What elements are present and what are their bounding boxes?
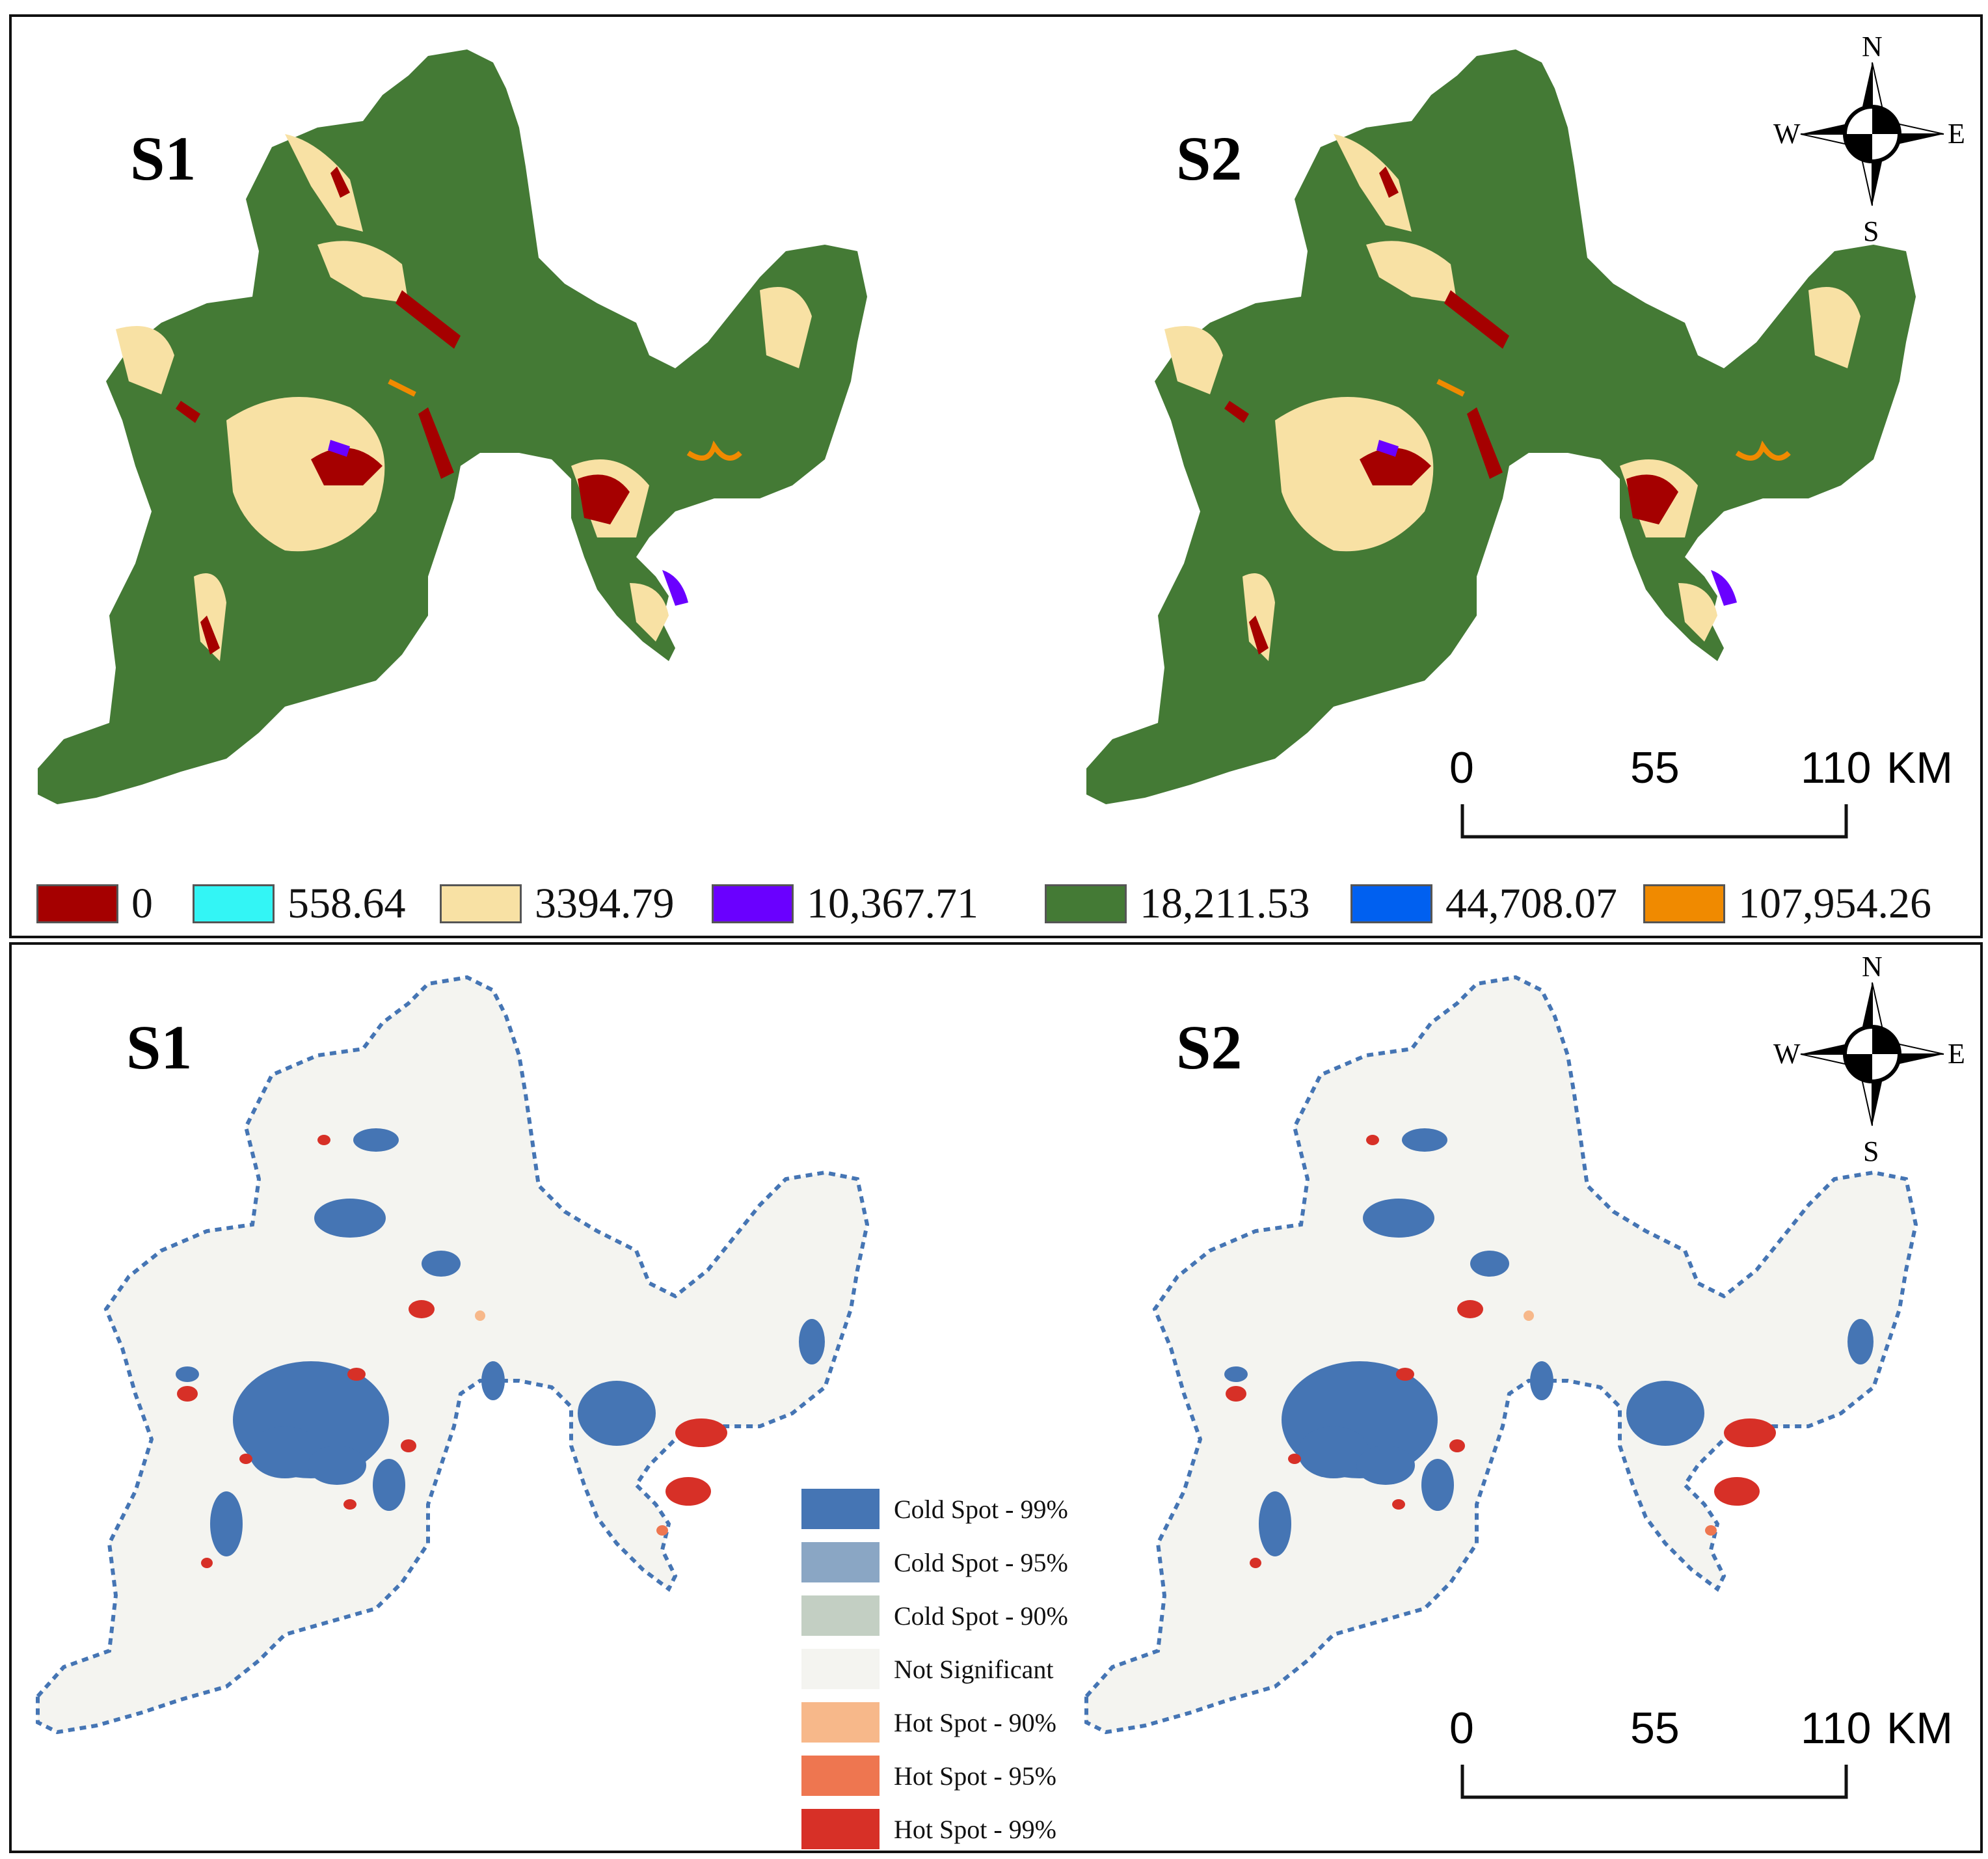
land-use-legend: 0 558.64 3394.79 10,367.71 18,211.53 44,… xyxy=(23,875,1975,933)
scale-bar: 0 55 110 KM xyxy=(1423,733,1957,863)
legend-swatch xyxy=(1045,884,1127,923)
legend-label: Not Significant xyxy=(894,1654,1054,1684)
map-label-s1: S1 xyxy=(126,1012,193,1082)
legend-swatch xyxy=(712,884,794,923)
legend-swatch xyxy=(193,884,275,923)
compass-east: E xyxy=(1948,118,1965,150)
legend-label: Cold Spot - 95% xyxy=(894,1547,1068,1577)
legend-swatch xyxy=(801,1809,880,1849)
legend-label: 558.64 xyxy=(288,880,406,927)
legend-item: Hot Spot - 90% xyxy=(801,1700,1056,1745)
legend-item: 558.64 xyxy=(193,875,406,933)
legend-swatch xyxy=(440,884,522,923)
scale-tick-55: 55 xyxy=(1630,743,1680,793)
scale-unit: KM xyxy=(1887,1703,1953,1753)
legend-label: 107,954.26 xyxy=(1738,880,1931,927)
legend-item: Hot Spot - 95% xyxy=(801,1753,1056,1798)
legend-swatch xyxy=(1643,884,1725,923)
legend-label: Cold Spot - 99% xyxy=(894,1494,1068,1524)
legend-item: Not Significant xyxy=(801,1646,1054,1692)
legend-item: Cold Spot - 99% xyxy=(801,1486,1068,1532)
legend-item: 0 xyxy=(36,875,153,933)
legend-label: 10,367.71 xyxy=(807,880,978,927)
legend-label: 18,211.53 xyxy=(1140,880,1310,927)
compass-east: E xyxy=(1948,1038,1965,1070)
legend-item: Cold Spot - 90% xyxy=(801,1593,1068,1638)
legend-swatch xyxy=(801,1649,880,1689)
legend-label: Hot Spot - 95% xyxy=(894,1761,1056,1791)
map-label-s2: S2 xyxy=(1176,1012,1242,1082)
legend-item: Hot Spot - 99% xyxy=(801,1806,1056,1852)
legend-item: 44,708.07 xyxy=(1350,875,1617,933)
bottom-panel: S1 S2 N S W E 0 55 110 KM Cold Spot - 99… xyxy=(9,942,1983,1853)
scale-tick-0: 0 xyxy=(1449,743,1474,793)
legend-label: Cold Spot - 90% xyxy=(894,1601,1068,1631)
top-panel: S1 S2 N S W E 0 55 110 KM 0 558.64 3394.… xyxy=(9,14,1983,938)
compass-west: W xyxy=(1773,118,1801,150)
compass-west: W xyxy=(1773,1038,1801,1070)
legend-item: 107,954.26 xyxy=(1643,875,1931,933)
legend-swatch xyxy=(801,1702,880,1743)
north-arrow-icon: N S W E xyxy=(1773,953,1970,1166)
legend-label: Hot Spot - 99% xyxy=(894,1814,1056,1844)
scale-tick-55: 55 xyxy=(1630,1703,1680,1753)
scale-bar: 0 55 110 KM xyxy=(1423,1693,1957,1823)
compass-south: S xyxy=(1863,1135,1879,1167)
hotspot-legend: Cold Spot - 99% Cold Spot - 95% Cold Spo… xyxy=(801,1486,1140,1851)
scale-tick-0: 0 xyxy=(1449,1703,1474,1753)
legend-label: 0 xyxy=(131,880,153,927)
legend-item: 3394.79 xyxy=(440,875,675,933)
legend-swatch xyxy=(1350,884,1432,923)
scale-tick-110: 110 xyxy=(1801,1703,1872,1753)
legend-swatch xyxy=(801,1595,880,1636)
legend-swatch xyxy=(801,1489,880,1529)
legend-item: Cold Spot - 95% xyxy=(801,1540,1068,1585)
scale-unit: KM xyxy=(1887,743,1953,793)
compass-south: S xyxy=(1863,215,1879,247)
scale-tick-110: 110 xyxy=(1801,743,1872,793)
north-arrow-icon: N S W E xyxy=(1773,31,1970,246)
map-label-s2: S2 xyxy=(1176,124,1242,193)
compass-north: N xyxy=(1862,31,1883,62)
legend-swatch xyxy=(801,1756,880,1796)
map-label-s1: S1 xyxy=(130,124,196,193)
legend-swatch xyxy=(36,884,118,923)
legend-item: 10,367.71 xyxy=(712,875,978,933)
legend-swatch xyxy=(801,1542,880,1582)
legend-label: 44,708.07 xyxy=(1445,880,1617,927)
legend-item: 18,211.53 xyxy=(1045,875,1310,933)
compass-north: N xyxy=(1862,951,1883,983)
legend-label: 3394.79 xyxy=(535,880,675,927)
map-s1-hotspot xyxy=(38,977,867,1732)
legend-label: Hot Spot - 90% xyxy=(894,1707,1056,1737)
